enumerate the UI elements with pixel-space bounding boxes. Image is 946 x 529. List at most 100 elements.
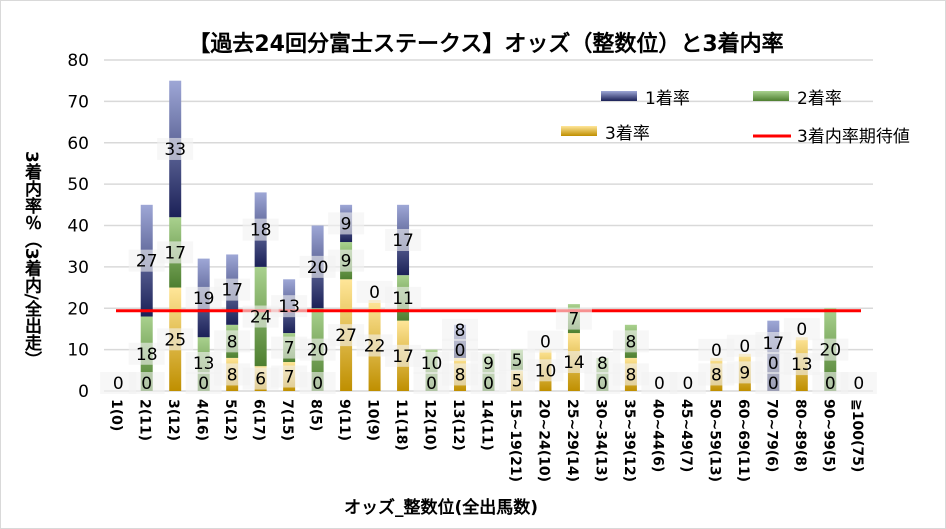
y-tick-label: 40	[67, 217, 89, 237]
x-tick-label: 12(10)	[422, 399, 438, 451]
data-label-bg	[214, 363, 251, 386]
data-label-bg	[812, 372, 849, 394]
data-label: 0	[540, 333, 551, 353]
data-label-bg	[299, 338, 336, 361]
data-label: 8	[625, 332, 636, 352]
data-label: 9	[341, 252, 352, 272]
x-tick-label: 11(18)	[393, 399, 409, 451]
data-label-bg	[726, 361, 763, 384]
data-label-bg	[612, 363, 649, 386]
data-label: 8	[227, 365, 238, 385]
x-tick-label: 25~29(14)	[564, 399, 580, 482]
data-label-bg	[242, 218, 279, 241]
data-label-bg	[498, 348, 535, 371]
x-tick-label: ≧100(75)	[849, 399, 865, 472]
data-label: 0	[768, 354, 779, 374]
data-label: 0	[455, 341, 466, 361]
data-label-bg	[555, 307, 592, 330]
legend-swatch	[601, 91, 637, 101]
data-label-bg	[584, 352, 621, 374]
x-tick-label: 2(11)	[137, 399, 153, 441]
data-label: 0	[768, 374, 779, 394]
data-label: 14	[563, 353, 585, 373]
data-label: 20	[819, 341, 841, 361]
x-tick-label: 15~19(21)	[507, 399, 523, 482]
data-label-bg	[271, 336, 308, 359]
data-label-bg	[128, 342, 165, 365]
data-label-bg	[726, 334, 763, 357]
data-label: 33	[164, 140, 186, 160]
data-label: 9	[341, 214, 352, 234]
data-label: 19	[193, 289, 215, 309]
data-label: 0	[426, 374, 437, 394]
data-label-bg	[698, 363, 735, 386]
data-label-bg	[328, 212, 365, 235]
chart-title: 【過去24回分富士ステークス】オッズ（整数位）と3着内率	[188, 32, 784, 57]
y-tick-label: 30	[67, 258, 89, 278]
data-label-bg	[100, 372, 137, 394]
data-label-bg	[185, 286, 222, 309]
data-label-bg	[442, 338, 479, 361]
data-label: 17	[221, 281, 243, 301]
data-label-bg	[641, 372, 678, 394]
data-label-bg	[271, 295, 308, 318]
data-label: 0	[739, 337, 750, 357]
x-tick-label: 3(12)	[165, 399, 181, 441]
data-label-bg	[128, 249, 165, 272]
y-tick-label: 10	[67, 341, 89, 361]
data-label-bg	[356, 280, 393, 303]
data-label: 0	[853, 374, 864, 394]
data-label-bg	[698, 338, 735, 361]
data-label: 0	[682, 374, 693, 394]
data-label-bg	[157, 241, 194, 264]
data-label: 18	[136, 345, 158, 365]
data-label: 13	[278, 297, 300, 317]
data-label-bg	[612, 330, 649, 353]
data-label-bg	[783, 318, 820, 341]
y-tick-label: 50	[67, 175, 89, 195]
x-tick-label: 9(11)	[336, 399, 352, 441]
x-tick-label: 6(17)	[251, 399, 267, 441]
y-tick-label: 60	[67, 134, 89, 154]
x-tick-label: 50~59(13)	[706, 399, 722, 482]
data-label: 6	[255, 370, 266, 390]
data-label: 9	[739, 363, 750, 383]
data-label-bg	[185, 372, 222, 394]
data-label-bg	[413, 372, 450, 394]
data-label: 13	[791, 355, 813, 375]
data-label: 11	[392, 289, 414, 309]
y-tick-label: 0	[78, 382, 89, 402]
legend-label: 1着率	[645, 89, 690, 109]
data-label: 0	[198, 374, 209, 394]
y-tick-label: 80	[67, 51, 89, 71]
data-label: 7	[569, 310, 580, 330]
data-label: 0	[483, 374, 494, 394]
data-label-bg	[755, 352, 792, 374]
data-label-bg	[812, 338, 849, 361]
data-label: 13	[193, 354, 215, 374]
data-label: 8	[227, 332, 238, 352]
data-label-bg	[385, 286, 422, 309]
data-label-bg	[498, 369, 535, 392]
legend-label: 3着率	[605, 124, 650, 144]
data-label: 8	[597, 354, 608, 374]
x-tick-label: 35~39(12)	[621, 399, 637, 482]
data-label-bg	[442, 318, 479, 341]
data-label-bg	[328, 324, 365, 347]
x-tick-label: 90~99(5)	[820, 399, 836, 472]
data-label-bg	[185, 352, 222, 374]
data-label: 27	[136, 252, 158, 272]
legend-label: 3着内率期待値	[797, 127, 910, 147]
x-tick-label: 8(5)	[308, 399, 324, 431]
y-tick-label: 70	[67, 92, 89, 112]
data-label-bg	[242, 367, 279, 390]
data-label-bg	[755, 372, 792, 394]
data-label-bg	[299, 372, 336, 394]
data-label: 8	[711, 365, 722, 385]
data-label: 0	[711, 341, 722, 361]
x-tick-label: 30~34(13)	[592, 399, 608, 482]
x-tick-label: 20~24(10)	[535, 399, 551, 482]
data-label: 8	[625, 365, 636, 385]
data-label-bg	[584, 372, 621, 394]
